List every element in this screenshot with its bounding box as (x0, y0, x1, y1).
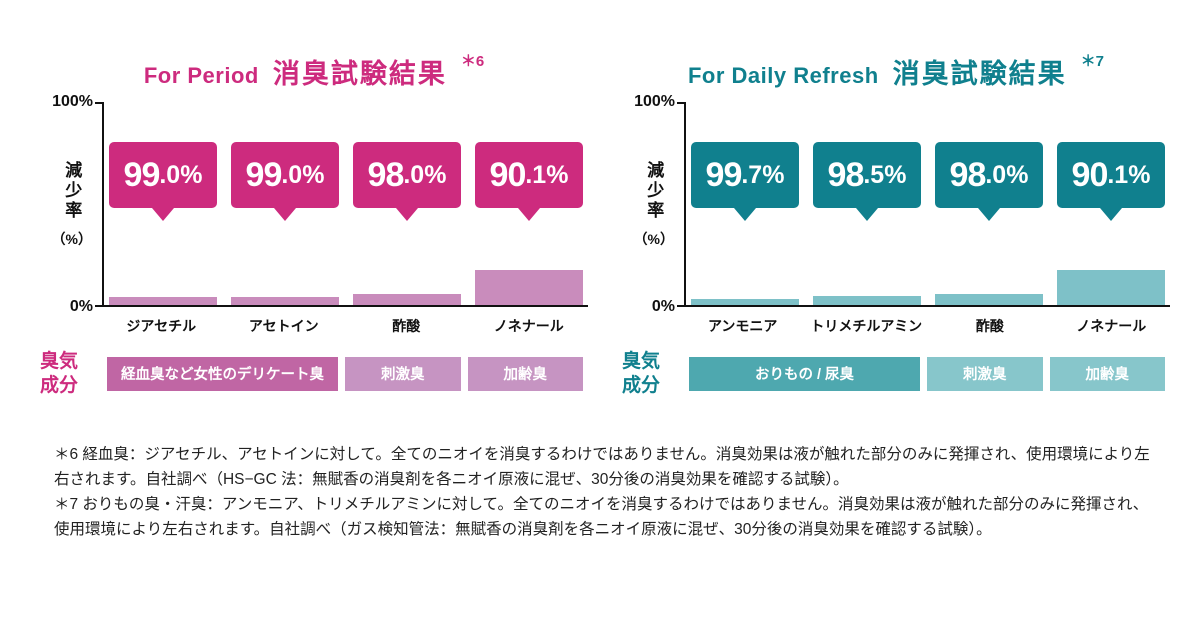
value-label-decimal: .7% (741, 160, 785, 189)
chart-column: 98.0% (935, 102, 1043, 305)
residual-bar (1057, 270, 1165, 305)
categories-row: アンモニア トリメチルアミン 酢酸 ノネナール (684, 316, 1170, 336)
chart-title: For Daily Refresh 消臭試験結果 ＊7 (622, 52, 1170, 90)
odor-components-label: 臭気 成分 (40, 351, 79, 396)
chart-for-period: For Period 消臭試験結果 ＊6 100% 減少率 （%） 0% 99.… (40, 52, 588, 398)
value-callout: 98.0% (353, 142, 461, 208)
value-callout: 98.0% (935, 142, 1043, 208)
residual-bar (813, 295, 921, 305)
category-label: アセトイン (248, 318, 319, 334)
y-tick-100: 100% (52, 93, 93, 110)
value-callout: 99.7% (691, 142, 799, 208)
y-axis: 100% 減少率 （%） 0% (40, 93, 104, 315)
value-label: 90 (489, 155, 527, 194)
residual-bar (475, 270, 583, 305)
y-tickmark-bottom (677, 305, 686, 307)
y-axis-label: 減少率 （%） (634, 161, 674, 249)
category-label: トリメチルアミン (810, 318, 923, 334)
value-callout: 99.0% (231, 142, 339, 208)
residual-bar (231, 297, 339, 305)
footnote-7: ＊7 おりもの臭・汗臭：アンモニア、トリメチルアミンに対して。全てのニオイを消臭… (54, 495, 1149, 538)
y-axis: 100% 減少率 （%） 0% (622, 93, 686, 315)
value-callout: 99.0% (109, 142, 217, 208)
chart-column: 90.1% (1057, 102, 1165, 305)
categories-row: ジアセチル アセトイン 酢酸 ノネナール (102, 316, 588, 336)
brand-label: For Period (143, 63, 259, 88)
y-tickmark-bottom (95, 305, 104, 307)
category-label: 酢酸 (392, 318, 421, 334)
odor-group-box: 加齢臭 (1049, 356, 1165, 391)
residual-bar (935, 294, 1043, 305)
plot-area: 99.7% 98.5% 98.0% 90.1% (684, 102, 1170, 307)
plot-row: 100% 減少率 （%） 0% 99.0% 99.0% 98.0% 90.1% (40, 93, 588, 315)
chart-column: 99.0% (231, 102, 339, 305)
value-label-decimal: .1% (1107, 160, 1151, 189)
residual-bar (691, 299, 799, 305)
value-label: 99 (123, 155, 161, 194)
value-label: 99 (245, 155, 283, 194)
odor-groups: おりもの / 尿臭 刺激臭 加齢臭 (684, 356, 1170, 391)
odor-group-box: 加齢臭 (467, 356, 583, 391)
brand-label: For Daily Refresh (687, 63, 879, 88)
value-callout: 90.1% (475, 142, 583, 208)
odor-groups: 経血臭など女性のデリケート臭 刺激臭 加齢臭 (102, 356, 588, 391)
y-axis-label: 減少率 （%） (52, 161, 92, 249)
odor-group-box: おりもの / 尿臭 (689, 356, 920, 391)
odor-group-box: 経血臭など女性のデリケート臭 (107, 356, 338, 391)
y-axis-label-text: 減少率 (644, 160, 664, 221)
value-label-decimal: .0% (985, 160, 1029, 189)
value-callout: 98.5% (813, 142, 921, 208)
footnote-6: ＊6 経血臭：ジアセチル、アセトインに対して。全てのニオイを消臭するわけではあり… (54, 445, 1150, 488)
category-label: アンモニア (707, 318, 778, 334)
chart-for-daily-refresh: For Daily Refresh 消臭試験結果 ＊7 100% 減少率 （%）… (622, 52, 1170, 398)
value-label-decimal: .1% (525, 160, 569, 189)
chart-column: 98.5% (813, 102, 921, 305)
odor-group-box: 刺激臭 (345, 356, 461, 391)
chart-column: 98.0% (353, 102, 461, 305)
value-label: 90 (1071, 155, 1109, 194)
value-label-decimal: .5% (863, 160, 907, 189)
y-axis-label-unit: （%） (51, 230, 92, 247)
y-tickmark-top (677, 102, 686, 104)
value-label: 98 (367, 155, 405, 194)
odor-row: 臭気 成分 おりもの / 尿臭 刺激臭 加齢臭 (622, 350, 1170, 398)
odor-row: 臭気 成分 経血臭など女性のデリケート臭 刺激臭 加齢臭 (40, 350, 588, 398)
chart-title-note: ＊6 (460, 53, 485, 70)
footnotes: ＊6 経血臭：ジアセチル、アセトインに対して。全てのニオイを消臭するわけではあり… (54, 442, 1154, 542)
category-label: ジアセチル (126, 318, 197, 334)
y-tick-100: 100% (634, 93, 675, 110)
y-axis-label-text: 減少率 (62, 160, 82, 221)
category-label: 酢酸 (975, 318, 1004, 334)
chart-title-text: 消臭試験結果 (892, 59, 1067, 89)
odor-group-box: 刺激臭 (927, 356, 1043, 391)
chart-column: 99.7% (691, 102, 799, 305)
value-label: 98 (949, 155, 987, 194)
value-callout: 90.1% (1057, 142, 1165, 208)
value-label: 99 (705, 155, 743, 194)
charts-row: For Period 消臭試験結果 ＊6 100% 減少率 （%） 0% 99.… (40, 52, 1170, 398)
residual-bar (353, 294, 461, 305)
value-label: 98 (827, 155, 865, 194)
plot-area: 99.0% 99.0% 98.0% 90.1% (102, 102, 588, 307)
value-label-decimal: .0% (281, 160, 325, 189)
category-label: ノネナール (493, 318, 564, 334)
chart-title-note: ＊7 (1080, 53, 1104, 70)
chart-column: 99.0% (109, 102, 217, 305)
y-tick-0: 0% (69, 298, 93, 315)
category-label: ノネナール (1076, 318, 1147, 334)
plot-row: 100% 減少率 （%） 0% 99.7% 98.5% 98.0% 90.1% (622, 93, 1170, 315)
residual-bar (109, 297, 217, 305)
value-label-decimal: .0% (159, 160, 203, 189)
odor-components-label: 臭気 成分 (622, 351, 661, 396)
chart-column: 90.1% (475, 102, 583, 305)
y-tick-0: 0% (651, 298, 675, 315)
value-label-decimal: .0% (403, 160, 447, 189)
y-axis-label-unit: （%） (633, 230, 674, 247)
chart-title-text: 消臭試験結果 (272, 59, 447, 89)
y-tickmark-top (95, 102, 104, 104)
chart-title: For Period 消臭試験結果 ＊6 (40, 52, 588, 90)
